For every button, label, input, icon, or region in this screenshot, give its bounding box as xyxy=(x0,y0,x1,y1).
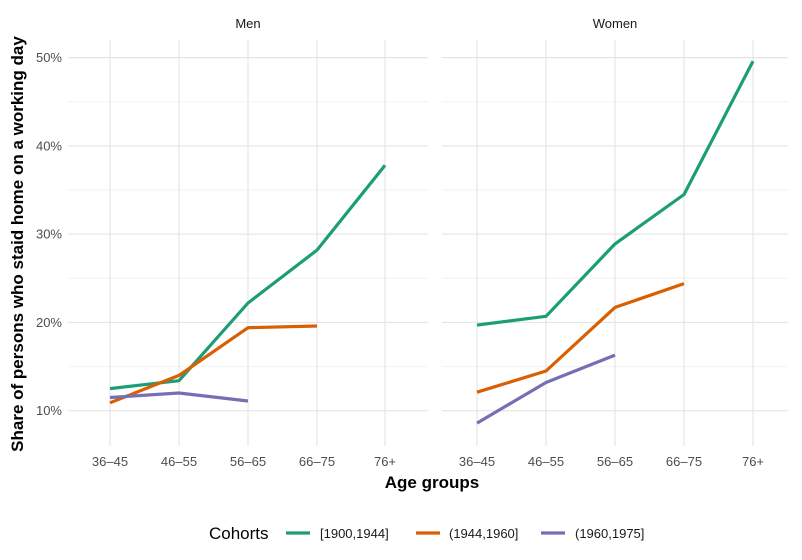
x-tick-label: 56–65 xyxy=(230,454,266,469)
x-axis-title: Age groups xyxy=(385,473,479,492)
x-tick-label: 66–75 xyxy=(299,454,335,469)
legend-title: Cohorts xyxy=(209,524,269,543)
x-tick-label: 46–55 xyxy=(528,454,564,469)
legend-item: (1944,1960] xyxy=(416,526,518,541)
x-tick-label: 76+ xyxy=(742,454,764,469)
panel-title: Women xyxy=(593,16,638,31)
legend-label: [1900,1944] xyxy=(320,526,389,541)
series-line xyxy=(476,60,755,327)
panel-men: Men 10% 20% 30% 40% 50% 36–45 46–55 56–65 66–75 76… xyxy=(36,16,428,469)
y-tick-label: 30% xyxy=(36,227,62,242)
panel-title: Men xyxy=(235,16,260,31)
legend-label: (1944,1960] xyxy=(449,526,518,541)
x-tick-label: 76+ xyxy=(374,454,396,469)
y-tick-label: 50% xyxy=(36,50,62,65)
series-line xyxy=(476,353,616,425)
x-tick-label: 66–75 xyxy=(666,454,702,469)
y-tick-label: 10% xyxy=(36,403,62,418)
legend-item: [1900,1944] xyxy=(286,526,389,541)
series-line xyxy=(109,391,249,403)
series-line xyxy=(476,282,685,394)
y-tick-label: 40% xyxy=(36,138,62,153)
panel-women: Women 36–45 46–55 56–65 66–75 76+ xyxy=(442,16,788,469)
x-tick-label: 46–55 xyxy=(161,454,197,469)
series-line xyxy=(109,324,318,405)
legend-label: (1960,1975] xyxy=(575,526,644,541)
y-axis-title: Share of persons who staid home on a wor… xyxy=(8,36,27,452)
legend-item: (1960,1975] xyxy=(541,526,644,541)
x-tick-label: 36–45 xyxy=(92,454,128,469)
x-tick-label: 56–65 xyxy=(597,454,633,469)
y-tick-label: 20% xyxy=(36,315,62,330)
x-tick-label: 36–45 xyxy=(459,454,495,469)
panels: Men 10% 20% 30% 40% 50% 36–45 46–55 56–65 66–75 76… xyxy=(36,16,788,469)
legend: Cohorts [1900,1944] (1944,1960] (1960,1975… xyxy=(209,524,644,543)
